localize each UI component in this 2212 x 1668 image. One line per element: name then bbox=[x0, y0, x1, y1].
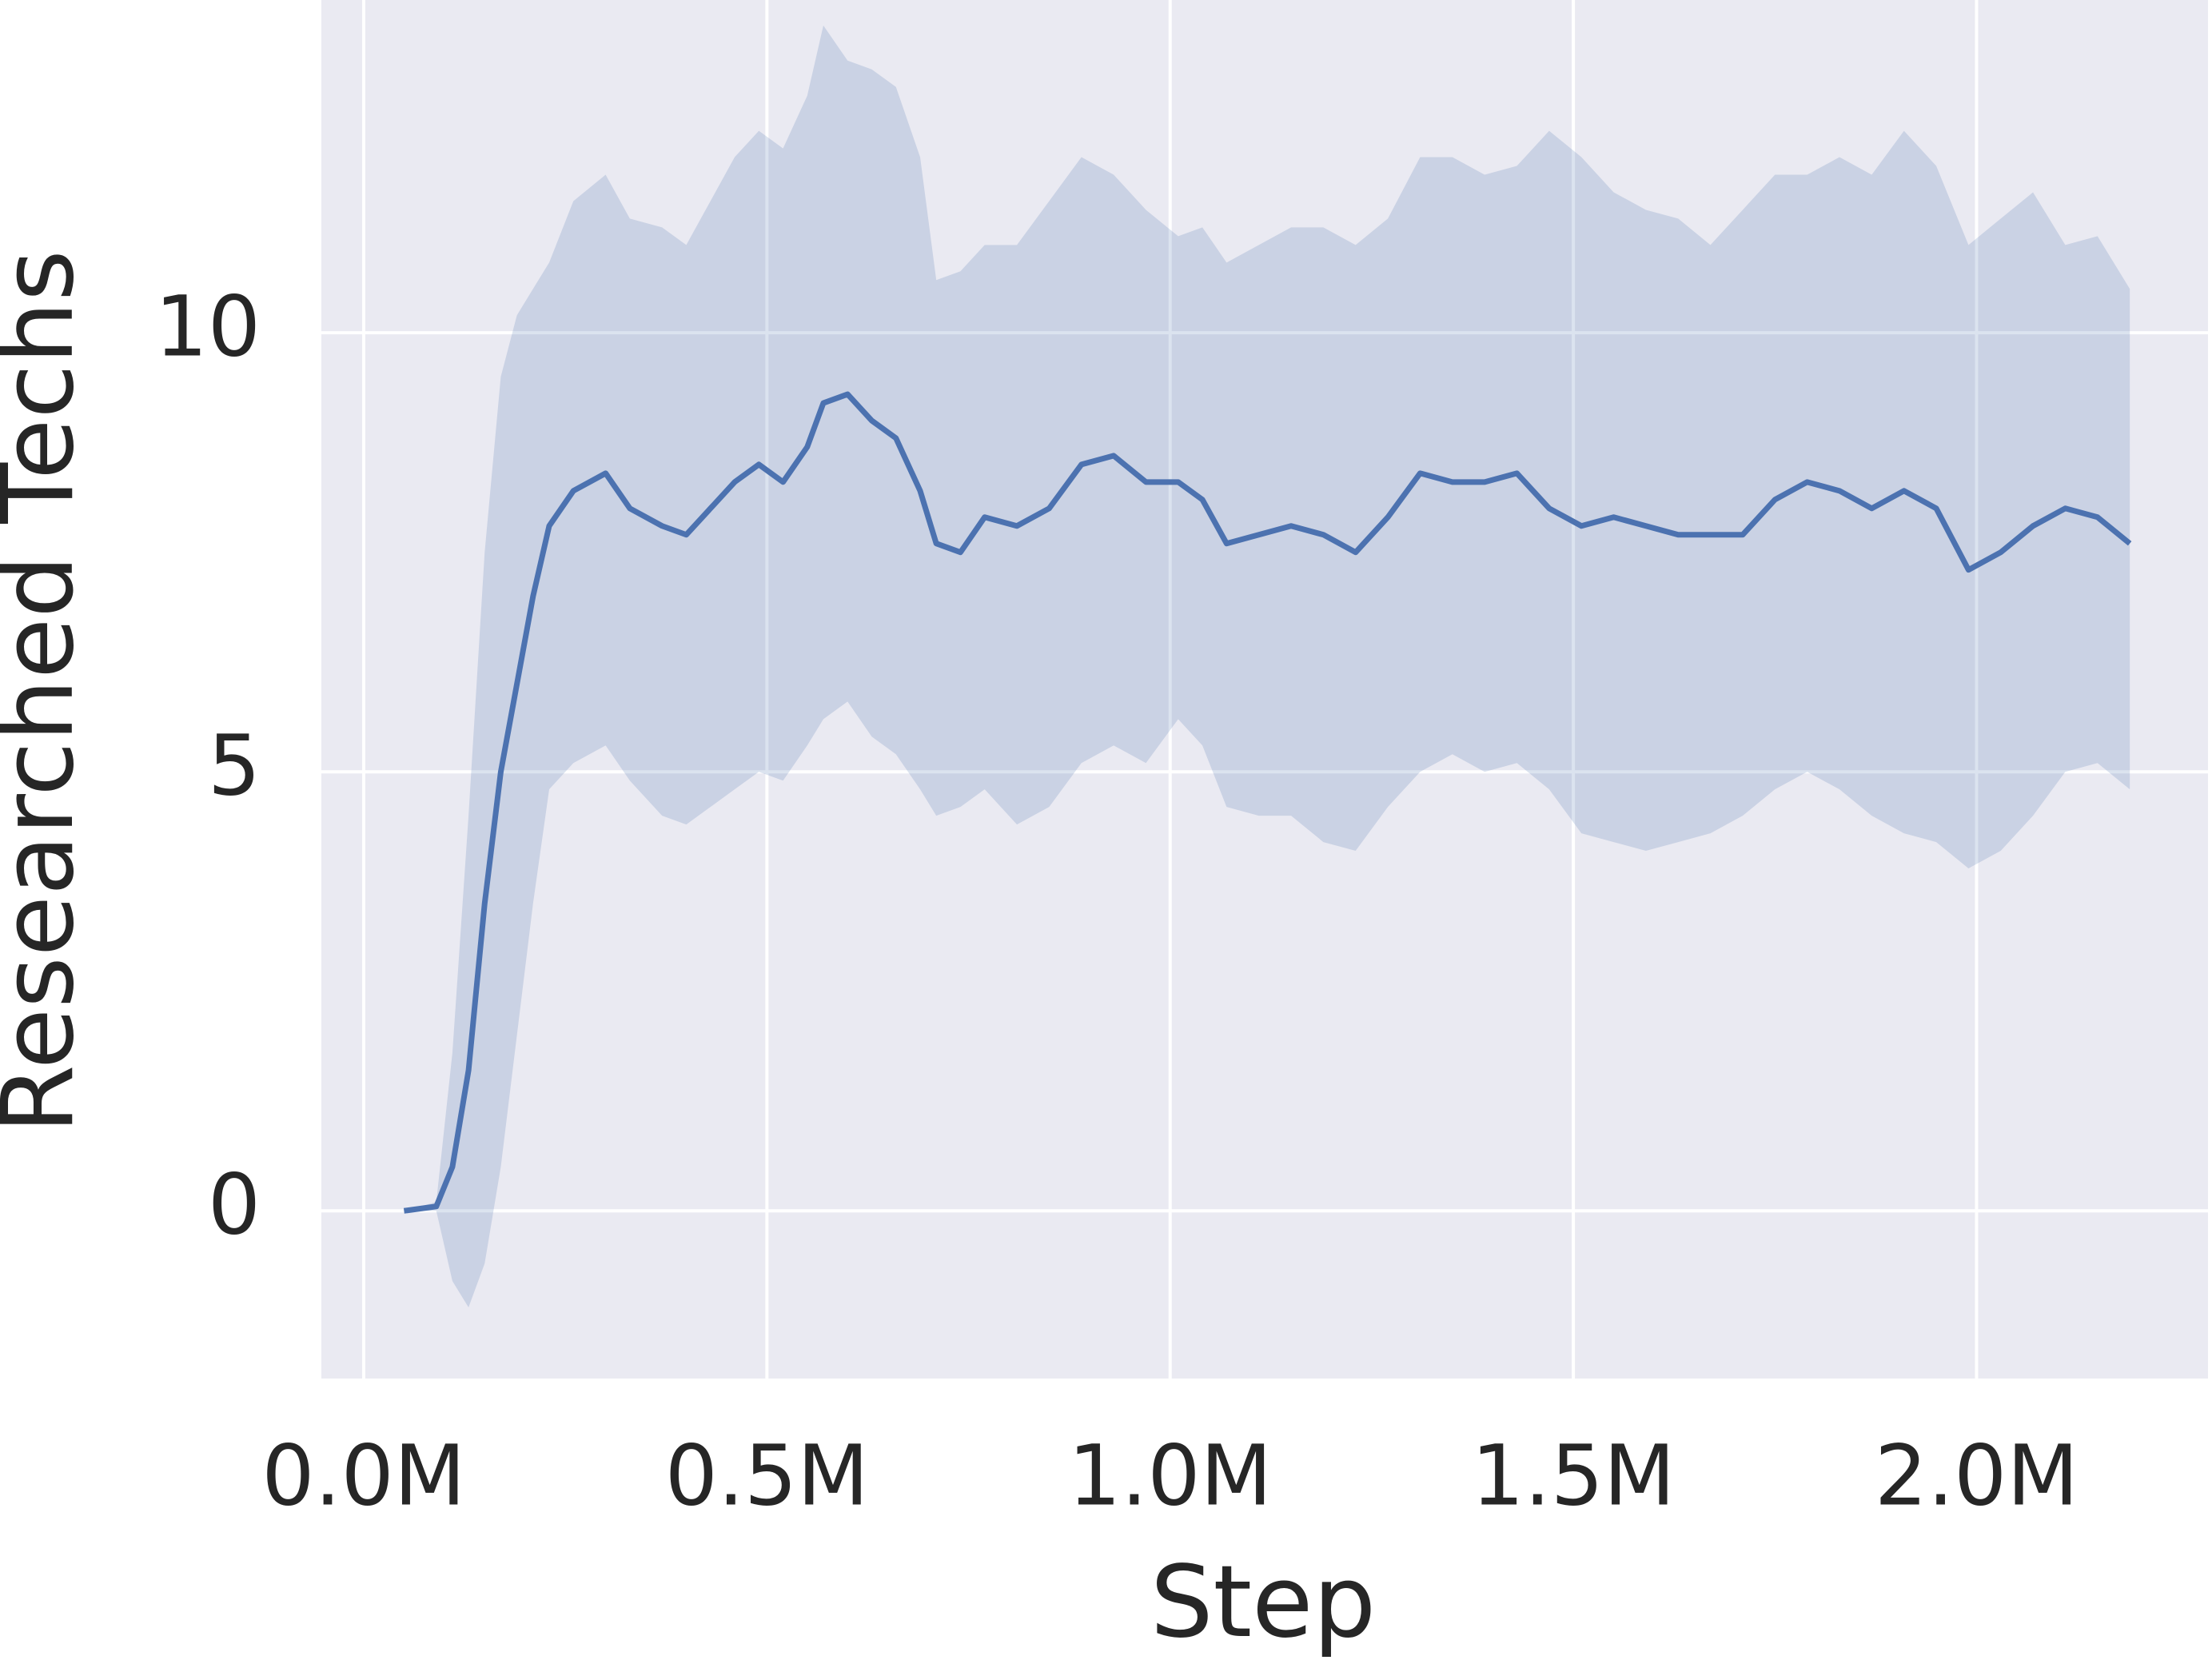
x-axis-label: Step bbox=[1150, 1545, 1376, 1660]
y-tick-label: 0 bbox=[208, 1156, 261, 1254]
y-axis-label: Researched Techs bbox=[0, 249, 96, 1134]
confidence-band bbox=[404, 25, 2130, 1308]
x-tick-label: 1.5M bbox=[1472, 1427, 1676, 1524]
x-tick-label: 1.0M bbox=[1068, 1427, 1272, 1524]
x-tick-label: 0.5M bbox=[665, 1427, 869, 1524]
x-tick-label: 0.0M bbox=[261, 1427, 465, 1524]
plot-background bbox=[321, 0, 2208, 1379]
y-tick-label: 10 bbox=[155, 277, 261, 375]
line bbox=[403, 391, 2132, 1214]
x-tick-label: 2.0M bbox=[1875, 1427, 2078, 1524]
y-tick-label: 5 bbox=[208, 717, 261, 815]
